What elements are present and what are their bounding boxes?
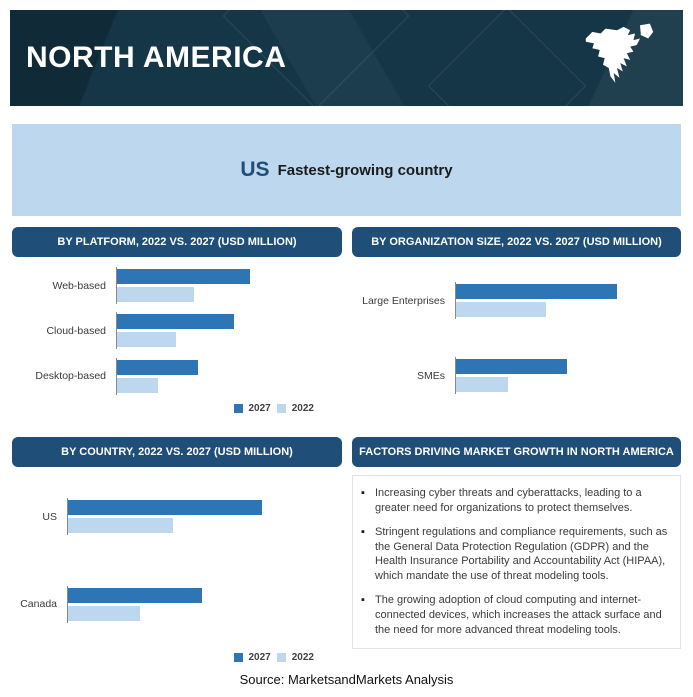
- bar-group: [116, 357, 330, 395]
- source-note: Source: MarketsandMarkets Analysis: [239, 672, 454, 687]
- category-label: Desktop-based: [35, 370, 106, 383]
- panel-header-organization-size: BY ORGANIZATION SIZE, 2022 VS. 2027 (USD…: [352, 227, 681, 257]
- bar-group: [455, 282, 669, 319]
- category-label: Canada: [20, 598, 57, 611]
- category-label: Web-based: [52, 279, 106, 292]
- banner-pattern: [427, 10, 587, 106]
- category-label: US: [42, 510, 57, 523]
- legend-label-2027: 2027: [248, 652, 271, 663]
- panel-by-platform: BY PLATFORM, 2022 VS. 2027 (USD MILLION)…: [12, 227, 342, 414]
- bar-2022: [117, 287, 195, 303]
- bar-2027: [117, 314, 235, 330]
- bar-2027: [456, 359, 568, 374]
- panel-market-growth-factors: FACTORS DRIVING MARKET GROWTH IN NORTH A…: [352, 437, 681, 649]
- category-label: SMEs: [416, 369, 445, 382]
- category-label: Large Enterprises: [362, 294, 445, 307]
- bar-2027: [68, 500, 263, 516]
- legend-swatch-2022: [276, 404, 286, 413]
- bar-2022: [68, 518, 173, 534]
- panel-header-platform: BY PLATFORM, 2022 VS. 2027 (USD MILLION): [12, 227, 342, 257]
- chart-row: US: [12, 498, 342, 536]
- chart-row: Canada: [12, 585, 342, 623]
- highlight-country: US: [240, 158, 270, 181]
- bar-2022: [456, 302, 547, 317]
- panel-header-factors: FACTORS DRIVING MARKET GROWTH IN NORTH A…: [352, 437, 681, 467]
- factor-item: The growing adoption of cloud computing …: [361, 593, 672, 638]
- bar-2027: [68, 587, 202, 603]
- legend-label-2027: 2027: [248, 403, 271, 414]
- bar-chart-organization-size: Large Enterprises SMEs: [352, 263, 681, 413]
- bar-chart-country: US Canada: [12, 473, 342, 648]
- page-title: NORTH AMERICA: [26, 41, 287, 74]
- panel-by-organization-size: BY ORGANIZATION SIZE, 2022 VS. 2027 (USD…: [352, 227, 681, 413]
- chart-legend: 2027 2022: [12, 652, 342, 663]
- chart-row: Large Enterprises: [352, 282, 681, 319]
- category-label: Cloud-based: [46, 324, 106, 337]
- bar-group: [67, 585, 330, 623]
- factors-list-box: Increasing cyber threats and cyberattack…: [352, 475, 681, 649]
- chart-row: Desktop-based: [12, 357, 342, 395]
- legend-swatch-2027: [233, 653, 243, 662]
- bar-group: [455, 357, 669, 394]
- banner: NORTH AMERICA: [10, 10, 683, 106]
- bar-2022: [117, 332, 176, 348]
- bar-2022: [117, 377, 159, 393]
- legend-label-2022: 2022: [291, 652, 314, 663]
- factors-list: Increasing cyber threats and cyberattack…: [361, 486, 672, 638]
- chart-row: Cloud-based: [12, 312, 342, 350]
- highlight-label: Fastest-growing country: [277, 161, 453, 179]
- north-america-map-icon: [585, 23, 654, 83]
- bar-group: [116, 312, 330, 350]
- bar-group: [116, 267, 330, 305]
- factor-item: Increasing cyber threats and cyberattack…: [361, 486, 672, 516]
- panel-header-country: BY COUNTRY, 2022 VS. 2027 (USD MILLION): [12, 437, 342, 467]
- chart-row: Web-based: [12, 267, 342, 305]
- legend-swatch-2022: [276, 653, 286, 662]
- panel-by-country: BY COUNTRY, 2022 VS. 2027 (USD MILLION) …: [12, 437, 342, 663]
- bar-group: [67, 498, 330, 536]
- bar-2022: [456, 377, 508, 392]
- legend-label-2022: 2022: [291, 403, 314, 414]
- bar-2027: [117, 269, 251, 285]
- bar-2027: [456, 284, 618, 299]
- legend-swatch-2027: [233, 404, 243, 413]
- chart-legend: 2027 2022: [12, 403, 342, 414]
- bar-2022: [68, 605, 140, 621]
- factor-item: Stringent regulations and compliance req…: [361, 525, 672, 584]
- chart-row: SMEs: [352, 357, 681, 394]
- highlight-band: US Fastest-growing country: [12, 124, 681, 216]
- bar-2027: [117, 359, 199, 375]
- bar-chart-platform: Web-based Cloud-based Desktop-based: [12, 263, 342, 399]
